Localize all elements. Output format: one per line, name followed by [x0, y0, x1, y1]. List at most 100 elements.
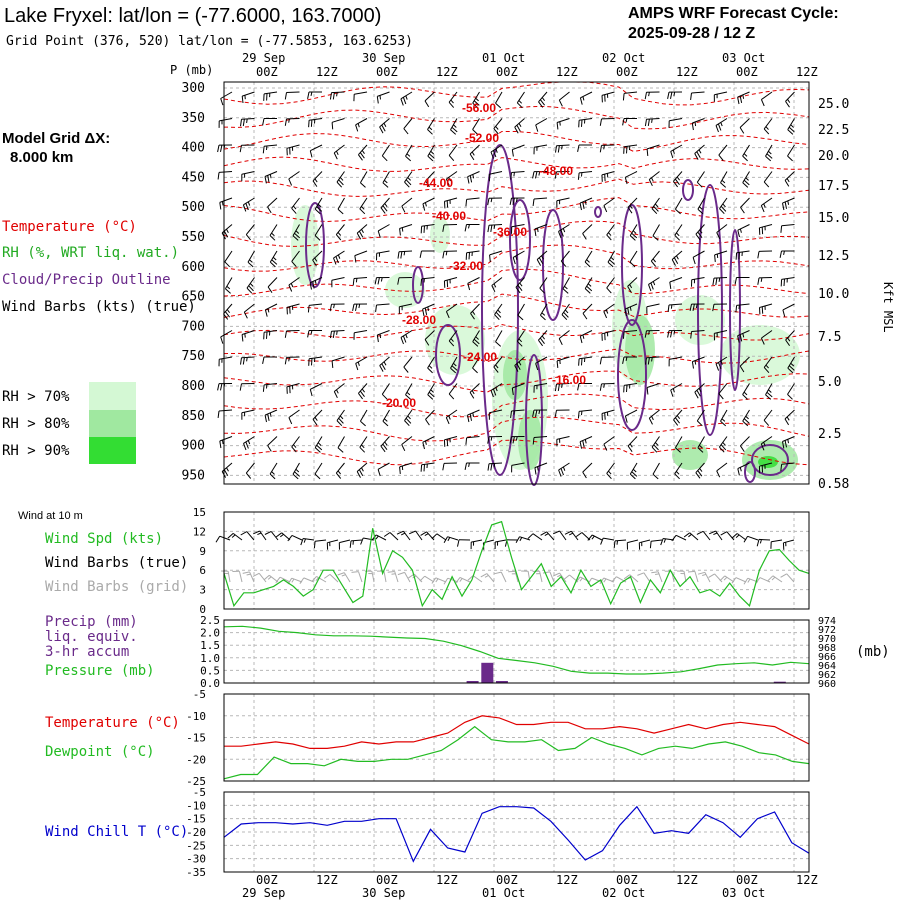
wind-barb — [535, 124, 539, 132]
wind-barb — [430, 389, 434, 393]
wind-barb — [472, 129, 478, 135]
wind-barb — [622, 118, 625, 126]
surface-wind-barb — [375, 535, 379, 540]
wind-barb — [241, 409, 255, 414]
wind-barb — [361, 229, 364, 234]
wind-barb — [331, 118, 345, 123]
wind-barb — [381, 393, 388, 400]
wind-barb — [446, 303, 458, 312]
wind-barb — [422, 197, 435, 205]
wind-barb — [601, 409, 615, 414]
wind-barb — [787, 394, 793, 400]
wind-barb — [760, 277, 763, 282]
wind-barb — [317, 203, 322, 208]
wind-barb — [246, 277, 255, 289]
wind-barb — [247, 250, 255, 263]
surface-wind-barb — [402, 530, 411, 541]
wind-barb — [356, 462, 368, 472]
wind-barb — [295, 230, 300, 234]
wind-barb — [490, 198, 493, 203]
wind-barb — [757, 277, 760, 285]
wind-barb — [424, 339, 430, 346]
wind-barb — [400, 98, 404, 106]
wind-barb — [785, 91, 795, 102]
wind-barb — [765, 394, 772, 400]
wind-barb — [787, 155, 793, 162]
wind-barb — [294, 232, 301, 239]
wind-barb — [264, 171, 278, 177]
wind-barb — [269, 235, 276, 241]
wind-barb — [220, 383, 223, 391]
wind-barb — [407, 177, 411, 181]
tick-label: 500 — [182, 200, 205, 215]
wind-barb — [355, 124, 359, 132]
wind-barb — [582, 313, 588, 320]
wind-barb — [518, 361, 522, 366]
wind-barb — [495, 148, 498, 153]
wind-barb — [469, 413, 472, 421]
wind-barb — [358, 144, 368, 156]
wind-barb — [670, 144, 683, 152]
wind-barb — [587, 283, 592, 287]
surface-wind-barb — [720, 531, 728, 536]
wind-barb — [311, 358, 313, 366]
wind-barb — [495, 341, 502, 347]
wind-barb — [217, 383, 220, 391]
wind-barb — [720, 420, 727, 427]
wind-barb — [379, 333, 382, 339]
wind-barb — [582, 471, 587, 479]
wind-barb — [517, 284, 523, 292]
grid-wind-barb — [697, 571, 706, 575]
wind-barb — [405, 417, 412, 424]
cloud-outline — [435, 324, 461, 386]
wind-barb — [603, 311, 608, 319]
surface-wind-barb — [559, 530, 567, 541]
tick-label: 1.5 — [200, 639, 220, 652]
tick-label: -25 — [186, 775, 206, 788]
wind-barb — [509, 436, 512, 444]
wind-barb — [516, 124, 521, 132]
wind-barb — [673, 409, 683, 421]
wind-barb — [307, 91, 310, 99]
wind-barb — [651, 208, 658, 215]
wind-barb — [672, 149, 675, 154]
cloud-outlines — [305, 144, 789, 486]
wind-barb — [579, 97, 583, 105]
wind-barb — [398, 250, 413, 253]
wind-barb — [765, 383, 773, 396]
wind-barb — [310, 119, 313, 127]
rh90-swatch — [89, 437, 136, 464]
wind-barb — [291, 436, 300, 448]
precip-grid — [224, 619, 809, 684]
temperature-label: Temperature (°C) — [45, 715, 180, 731]
wind-barb — [338, 417, 344, 424]
wind-barb — [405, 179, 412, 186]
wind-barb — [654, 203, 659, 208]
wind-barb — [361, 467, 364, 472]
grid-wind-barb — [559, 572, 567, 583]
wind-barb — [339, 177, 344, 181]
wind-barb — [267, 197, 278, 208]
wind-barb — [696, 181, 703, 188]
rh-area — [625, 315, 655, 385]
wind-barb — [556, 360, 559, 368]
wind-barb — [564, 285, 568, 290]
wind-barb — [428, 391, 435, 398]
temperature-contour — [223, 131, 810, 152]
cross-section-grid — [224, 82, 809, 484]
wind-barb — [745, 177, 749, 181]
wind-barb — [768, 389, 772, 393]
wind-barb — [468, 462, 470, 468]
wind-barb — [533, 197, 548, 200]
wind-barb — [584, 261, 591, 268]
wind-barb — [694, 121, 697, 127]
wind-barb — [290, 283, 294, 288]
wind-barb — [739, 445, 745, 452]
wind-barb — [714, 91, 728, 96]
wind-barb — [538, 171, 541, 176]
wind-barb — [424, 307, 428, 315]
wind-barb — [624, 309, 627, 317]
surface-wind-barb — [279, 534, 284, 538]
wind-barb — [487, 436, 490, 444]
tick-label: 12.5 — [818, 249, 849, 264]
